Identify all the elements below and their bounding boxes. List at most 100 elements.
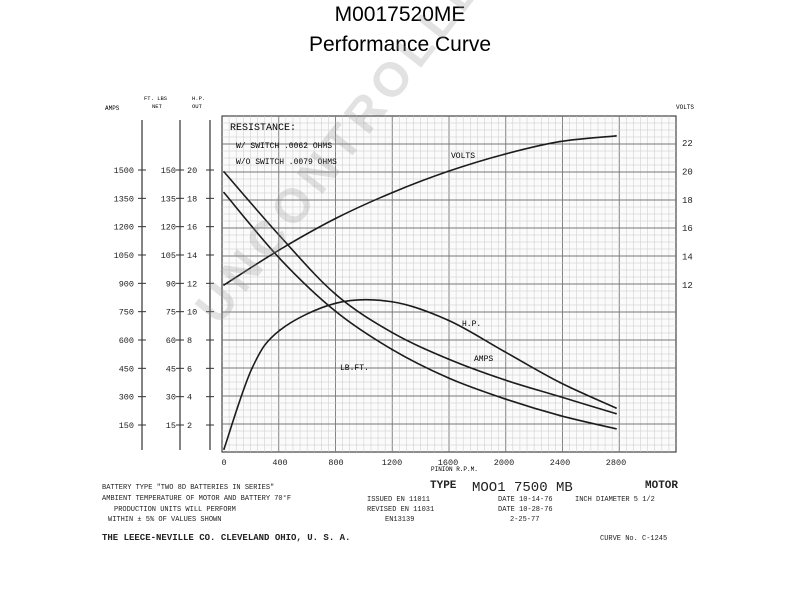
amps-tick-label: 150 (119, 421, 134, 431)
type-label: TYPE (430, 480, 457, 492)
x-tick-label: 1200 (382, 458, 402, 468)
lbft-curve-label: LB.FT. (340, 364, 369, 373)
amps-curve-label: AMPS (474, 355, 493, 364)
motor-label: MOTOR (645, 480, 679, 492)
point-amps (391, 331, 393, 334)
chart-header: M0017520ME Performance Curve (0, 0, 800, 60)
amps-tick-label: 600 (119, 336, 134, 346)
production-note: PRODUCTION UNITS WILL PERFORM (114, 506, 236, 514)
hp-axis-title-2: OUT (192, 103, 203, 110)
date-2: DATE 10-28-76 (498, 506, 553, 514)
point-amps (335, 293, 337, 296)
point-volts (503, 153, 505, 156)
model-number: M0017520ME (334, 3, 466, 26)
hp-axis-title-1: H.P. (192, 95, 205, 102)
volts-axis-title: VOLTS (676, 104, 694, 111)
hp-tick-label: 12 (187, 279, 197, 289)
point-h-p (447, 319, 449, 322)
hp-tick-label: 18 (187, 194, 197, 204)
point-h-p (391, 300, 393, 303)
amps-tick-label: 1050 (114, 251, 134, 261)
volts-tick-label: 20 (682, 167, 693, 177)
point-lb-ft (503, 397, 505, 400)
issued-number: ISSUED EN 11011 (367, 496, 431, 504)
point-amps (615, 412, 617, 415)
x-tick-label: 2800 (606, 458, 626, 468)
point-lb-ft (391, 348, 393, 351)
hp-tick-label: 10 (187, 308, 197, 318)
point-h-p (615, 407, 617, 409)
point-lb-ft (279, 257, 281, 260)
point-volts (223, 284, 225, 286)
point-lb-ft (223, 191, 225, 194)
resistance-with-switch: W/ SWITCH .0062 OHMS (236, 142, 332, 151)
date-3: 2-25-77 (510, 516, 540, 524)
company-line: THE LEECE-NEVILLE CO. CLEVELAND OHIO, U.… (102, 533, 351, 543)
point-amps (559, 395, 561, 398)
point-volts (335, 217, 337, 220)
point-h-p (335, 302, 337, 305)
ftlbs-tick-label: 120 (161, 223, 176, 233)
amps-tick-label: 750 (119, 308, 134, 318)
hp-tick-label: 6 (187, 364, 192, 374)
annotations: RESISTANCE: W/ SWITCH .0062 OHMS W/O SWI… (230, 104, 694, 473)
curve-number: CURVE No. C-1245 (600, 535, 668, 543)
point-lb-ft (615, 427, 617, 430)
battery-type: BATTERY TYPE "TWO 8D BATTERIES IN SERIES… (102, 484, 275, 492)
volts-tick-label: 18 (682, 196, 693, 206)
hp-tick-label: 20 (187, 166, 197, 176)
ftlbs-tick-label: 30 (166, 393, 176, 403)
ambient-temperature: AMBIENT TEMPERATURE OF MOTOR AND BATTERY… (102, 495, 292, 503)
amps-axis-title: AMPS (105, 105, 120, 112)
x-tick-label: 400 (272, 458, 287, 468)
x-tick-label: 2400 (550, 458, 570, 468)
hp-tick-label: 2 (187, 421, 192, 431)
point-amps (279, 235, 281, 238)
resistance-title: RESISTANCE: (230, 123, 296, 134)
hp-tick-label: 16 (187, 223, 197, 233)
point-lb-ft (559, 414, 561, 417)
x-tick-label: 0 (221, 458, 226, 468)
x-tick-label: 800 (328, 458, 343, 468)
hp-tick-label: 8 (187, 336, 192, 346)
ftlbs-tick-label: 60 (166, 336, 176, 346)
amps-tick-label: 300 (119, 393, 134, 403)
point-amps (447, 357, 449, 360)
hp-tick-label: 14 (187, 251, 197, 261)
volts-tick-label: 16 (682, 224, 693, 234)
volts-tick-label: 14 (682, 253, 693, 263)
chart-title: Performance Curve (308, 33, 492, 56)
hp-tick-label: 4 (187, 393, 192, 403)
left-axes: AMPS FT. LBS NET H.P. OUT (105, 95, 211, 450)
ftlbs-axis-title-2: NET (152, 103, 163, 110)
point-volts (279, 248, 281, 251)
inch-diameter: INCH DIAMETER 5 1/2 (575, 496, 655, 504)
point-amps (503, 378, 505, 381)
point-volts (391, 191, 393, 194)
ftlbs-tick-label: 15 (166, 421, 176, 431)
chart-grid (221, 115, 677, 453)
hp-curve-label: H.P. (462, 320, 481, 329)
point-h-p (223, 448, 225, 450)
ftlbs-tick-label: 105 (161, 251, 176, 261)
tick-labels: 1500135012001050900750600450300150150135… (114, 139, 693, 468)
type-value: MOO1 7500 MB (472, 480, 573, 496)
date-1: DATE 10-14-76 (498, 496, 553, 504)
point-lb-ft (335, 310, 337, 313)
amps-tick-label: 1350 (114, 194, 134, 204)
resistance-without-switch: W/O SWITCH .0079 OHMS (236, 158, 337, 167)
ftlbs-tick-label: 75 (166, 308, 176, 318)
tolerance-note: WITHIN ± 5% OF VALUES SHOWN (108, 516, 222, 524)
point-h-p (251, 367, 253, 370)
x-axis-label: PINION R.P.M. (431, 466, 478, 473)
point-volts (559, 140, 561, 143)
amps-tick-label: 450 (119, 364, 134, 374)
ftlbs-tick-label: 150 (161, 166, 176, 176)
x-tick-label: 2000 (494, 458, 514, 468)
amps-tick-label: 1500 (114, 166, 134, 176)
ftlbs-tick-label: 90 (166, 279, 176, 289)
volts-tick-label: 12 (682, 281, 693, 291)
x-tick-label: 1600 (438, 458, 458, 468)
point-volts (447, 170, 449, 173)
